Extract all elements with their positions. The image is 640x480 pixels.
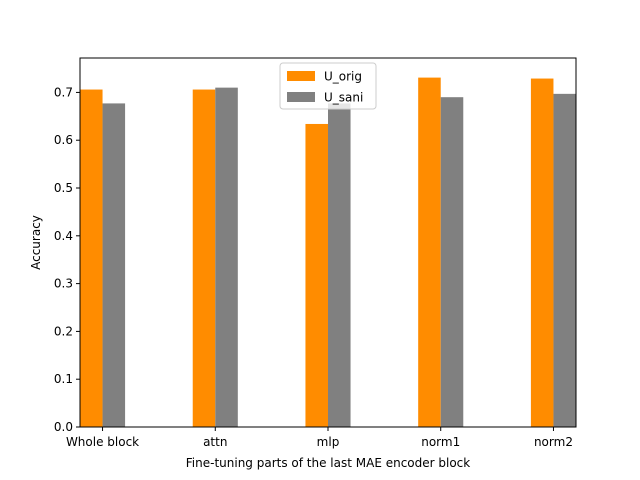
bar-u-orig-4 [530, 78, 554, 428]
y-tick-label: 0.4 [54, 229, 73, 243]
x-tick-label: mlp [317, 435, 340, 449]
y-tick-label: 0.7 [54, 85, 73, 99]
bar-u-orig-1 [192, 89, 216, 427]
bar-u-sani-1 [215, 87, 238, 428]
x-tick-label: attn [203, 435, 227, 449]
y-axis-title: Accuracy [29, 215, 43, 270]
y-tick-label: 0.1 [54, 372, 73, 386]
x-axis-title: Fine-tuning parts of the last MAE encode… [186, 456, 471, 470]
x-tick-label: norm2 [534, 435, 573, 449]
legend-swatch-u-sani [287, 92, 315, 102]
bar-u-orig-0 [80, 89, 103, 427]
bar-u-sani-3 [440, 97, 464, 427]
bar-u-orig-2 [305, 123, 328, 427]
bar-u-sani-2 [328, 103, 351, 428]
y-tick-label: 0.0 [54, 420, 73, 434]
legend-swatch-u-orig [287, 71, 315, 81]
bars-layer [80, 77, 576, 428]
y-tick-label: 0.6 [54, 133, 73, 147]
legend-label: U_orig [324, 70, 362, 84]
y-axis: 0.0 0.1 0.2 0.3 0.4 0.5 0.6 0.7 [54, 85, 80, 434]
bar-u-sani-4 [553, 93, 576, 427]
legend-label: U_sani [324, 91, 363, 105]
y-tick-label: 0.5 [54, 181, 73, 195]
x-axis: Whole block attn mlp norm1 norm2 [66, 427, 573, 449]
y-tick-label: 0.2 [54, 324, 73, 338]
legend: U_orig U_sani [279, 62, 377, 110]
x-tick-label: norm1 [421, 435, 460, 449]
y-tick-label: 0.3 [54, 277, 73, 291]
x-tick-label: Whole block [66, 435, 139, 449]
bar-u-orig-3 [418, 77, 441, 427]
bar-u-sani-0 [102, 103, 126, 428]
